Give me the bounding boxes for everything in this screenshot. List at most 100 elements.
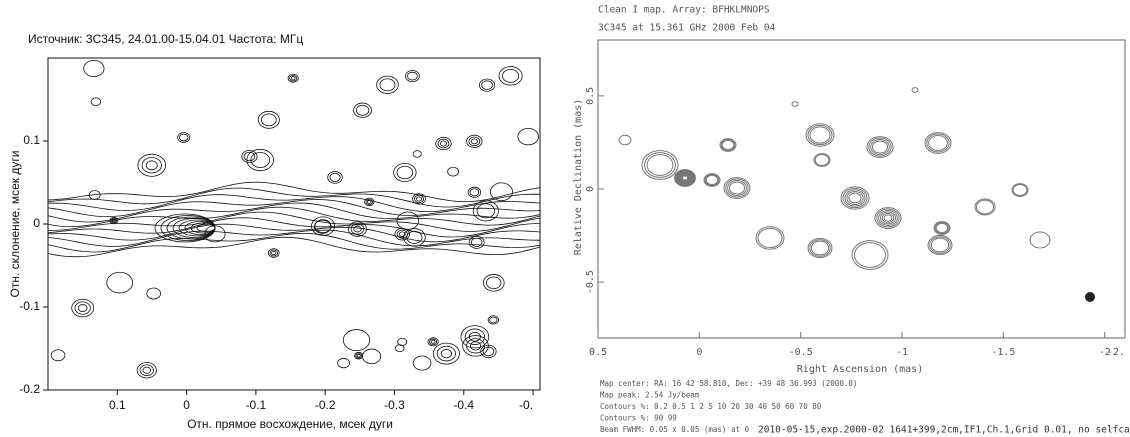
- contour-line: [466, 134, 483, 148]
- x-tick-label: 0.5: [589, 347, 607, 358]
- contour-line: [810, 240, 830, 256]
- contour-line: [329, 172, 341, 182]
- contour-line: [705, 174, 719, 186]
- contour-line: [678, 172, 692, 184]
- contour-line: [1029, 231, 1051, 249]
- contour-line: [47, 223, 541, 243]
- contour-line: [720, 138, 736, 152]
- contour-line: [868, 137, 892, 157]
- contour-line: [269, 249, 278, 257]
- contour-line: [929, 236, 951, 254]
- contour-line: [723, 177, 751, 199]
- y-tick-label: -0.1: [19, 299, 40, 313]
- contour-line: [250, 152, 270, 168]
- contour-line: [927, 234, 953, 256]
- contour-line: [844, 189, 866, 207]
- x-tick-label: -2.: [1107, 347, 1125, 358]
- contour-line: [142, 366, 152, 374]
- contour-line: [47, 181, 541, 202]
- contour-line: [364, 197, 375, 207]
- contour-line: [311, 216, 336, 236]
- contour-line: [502, 68, 520, 83]
- y-axis-label: Relative Declination (mas): [573, 99, 584, 256]
- contour-line: [74, 301, 91, 315]
- chart-title: Источник: 3C345, 24.01.00-15.04.01 Часто…: [28, 32, 303, 46]
- contour-line: [47, 236, 541, 258]
- x-tick-label: -0.5: [789, 347, 813, 358]
- map-note: Contours %: 90 99: [600, 414, 677, 423]
- contour-line: [179, 133, 189, 142]
- contour-line: [403, 228, 426, 247]
- contour-line: [436, 345, 456, 362]
- contour-line: [111, 218, 116, 223]
- contour-line: [719, 138, 737, 152]
- contour-line: [728, 181, 746, 195]
- contour-line: [618, 134, 632, 146]
- overlay-note: 2010-05-15,exp.2000-02 1641+399,2cm,IF1,…: [758, 425, 1130, 436]
- contour-line: [851, 240, 889, 270]
- contour-line: [641, 150, 679, 180]
- contour-line: [430, 339, 436, 344]
- contour-line: [676, 171, 694, 185]
- contour-line: [327, 171, 343, 184]
- contour-line: [468, 235, 485, 249]
- contour-line: [675, 170, 695, 186]
- map-note: Beam FWHM: 0.05 x 0.05 (mas) at 0: [600, 425, 749, 434]
- contour-line: [470, 138, 478, 145]
- contour-line: [807, 124, 833, 146]
- x-tick-label: -0.3: [384, 398, 405, 412]
- x-tick-label: 0: [696, 347, 702, 358]
- y-tick-label: 0.5: [585, 87, 596, 105]
- contour-line: [725, 178, 749, 198]
- contour-line: [204, 225, 226, 243]
- contour-line: [146, 287, 162, 300]
- contour-line: [814, 153, 830, 167]
- map-note: Map peak: 2.54 Jy/beam: [600, 391, 700, 400]
- contour-line: [879, 211, 897, 225]
- contour-line: [353, 102, 372, 118]
- left-chart: Источник: 3C345, 24.01.00-15.04.01 Часто…: [8, 32, 541, 431]
- contour-line: [290, 76, 296, 81]
- contour-line: [355, 352, 362, 359]
- contour-line: [362, 348, 382, 365]
- contour-line: [975, 199, 995, 215]
- contour-line: [243, 151, 256, 162]
- x-tick-label: 0.1: [109, 398, 126, 412]
- contour-line: [260, 113, 277, 127]
- contour-line: [464, 328, 485, 345]
- contour-line: [137, 153, 167, 177]
- contour-line: [911, 87, 919, 93]
- contour-line: [354, 351, 364, 360]
- contour-line: [139, 364, 154, 377]
- contour-line: [47, 202, 541, 223]
- contour-line: [674, 169, 696, 187]
- x-tick-label: 0: [183, 398, 190, 412]
- contour-line: [489, 316, 498, 324]
- contour-line: [90, 97, 102, 107]
- contour-line: [435, 136, 452, 151]
- contour-line: [83, 59, 105, 78]
- contours: [618, 87, 1051, 270]
- contour-line: [271, 250, 277, 256]
- contour-line: [870, 139, 890, 155]
- contour-line: [427, 337, 439, 347]
- contour-line: [396, 211, 420, 230]
- contour-line: [755, 226, 785, 250]
- contour-line: [472, 200, 499, 222]
- contour-line: [379, 78, 396, 92]
- contour-line: [467, 186, 482, 198]
- contour-line: [498, 66, 523, 86]
- y-tick-label: 0: [33, 216, 40, 230]
- contour-line: [47, 233, 541, 253]
- y-tick-label: -0.5: [585, 270, 596, 294]
- contour-line: [48, 211, 541, 232]
- contour-line: [177, 132, 191, 143]
- contour-line: [469, 341, 482, 351]
- contour-line: [407, 71, 418, 81]
- chart-subtitle: 3C345 at 15.361 GHz 2000 Feb 04: [598, 23, 776, 34]
- contour-line: [405, 70, 420, 83]
- contour-line: [355, 104, 370, 116]
- contour-line: [854, 242, 886, 268]
- contour-line: [287, 73, 299, 83]
- contour-line: [842, 187, 868, 209]
